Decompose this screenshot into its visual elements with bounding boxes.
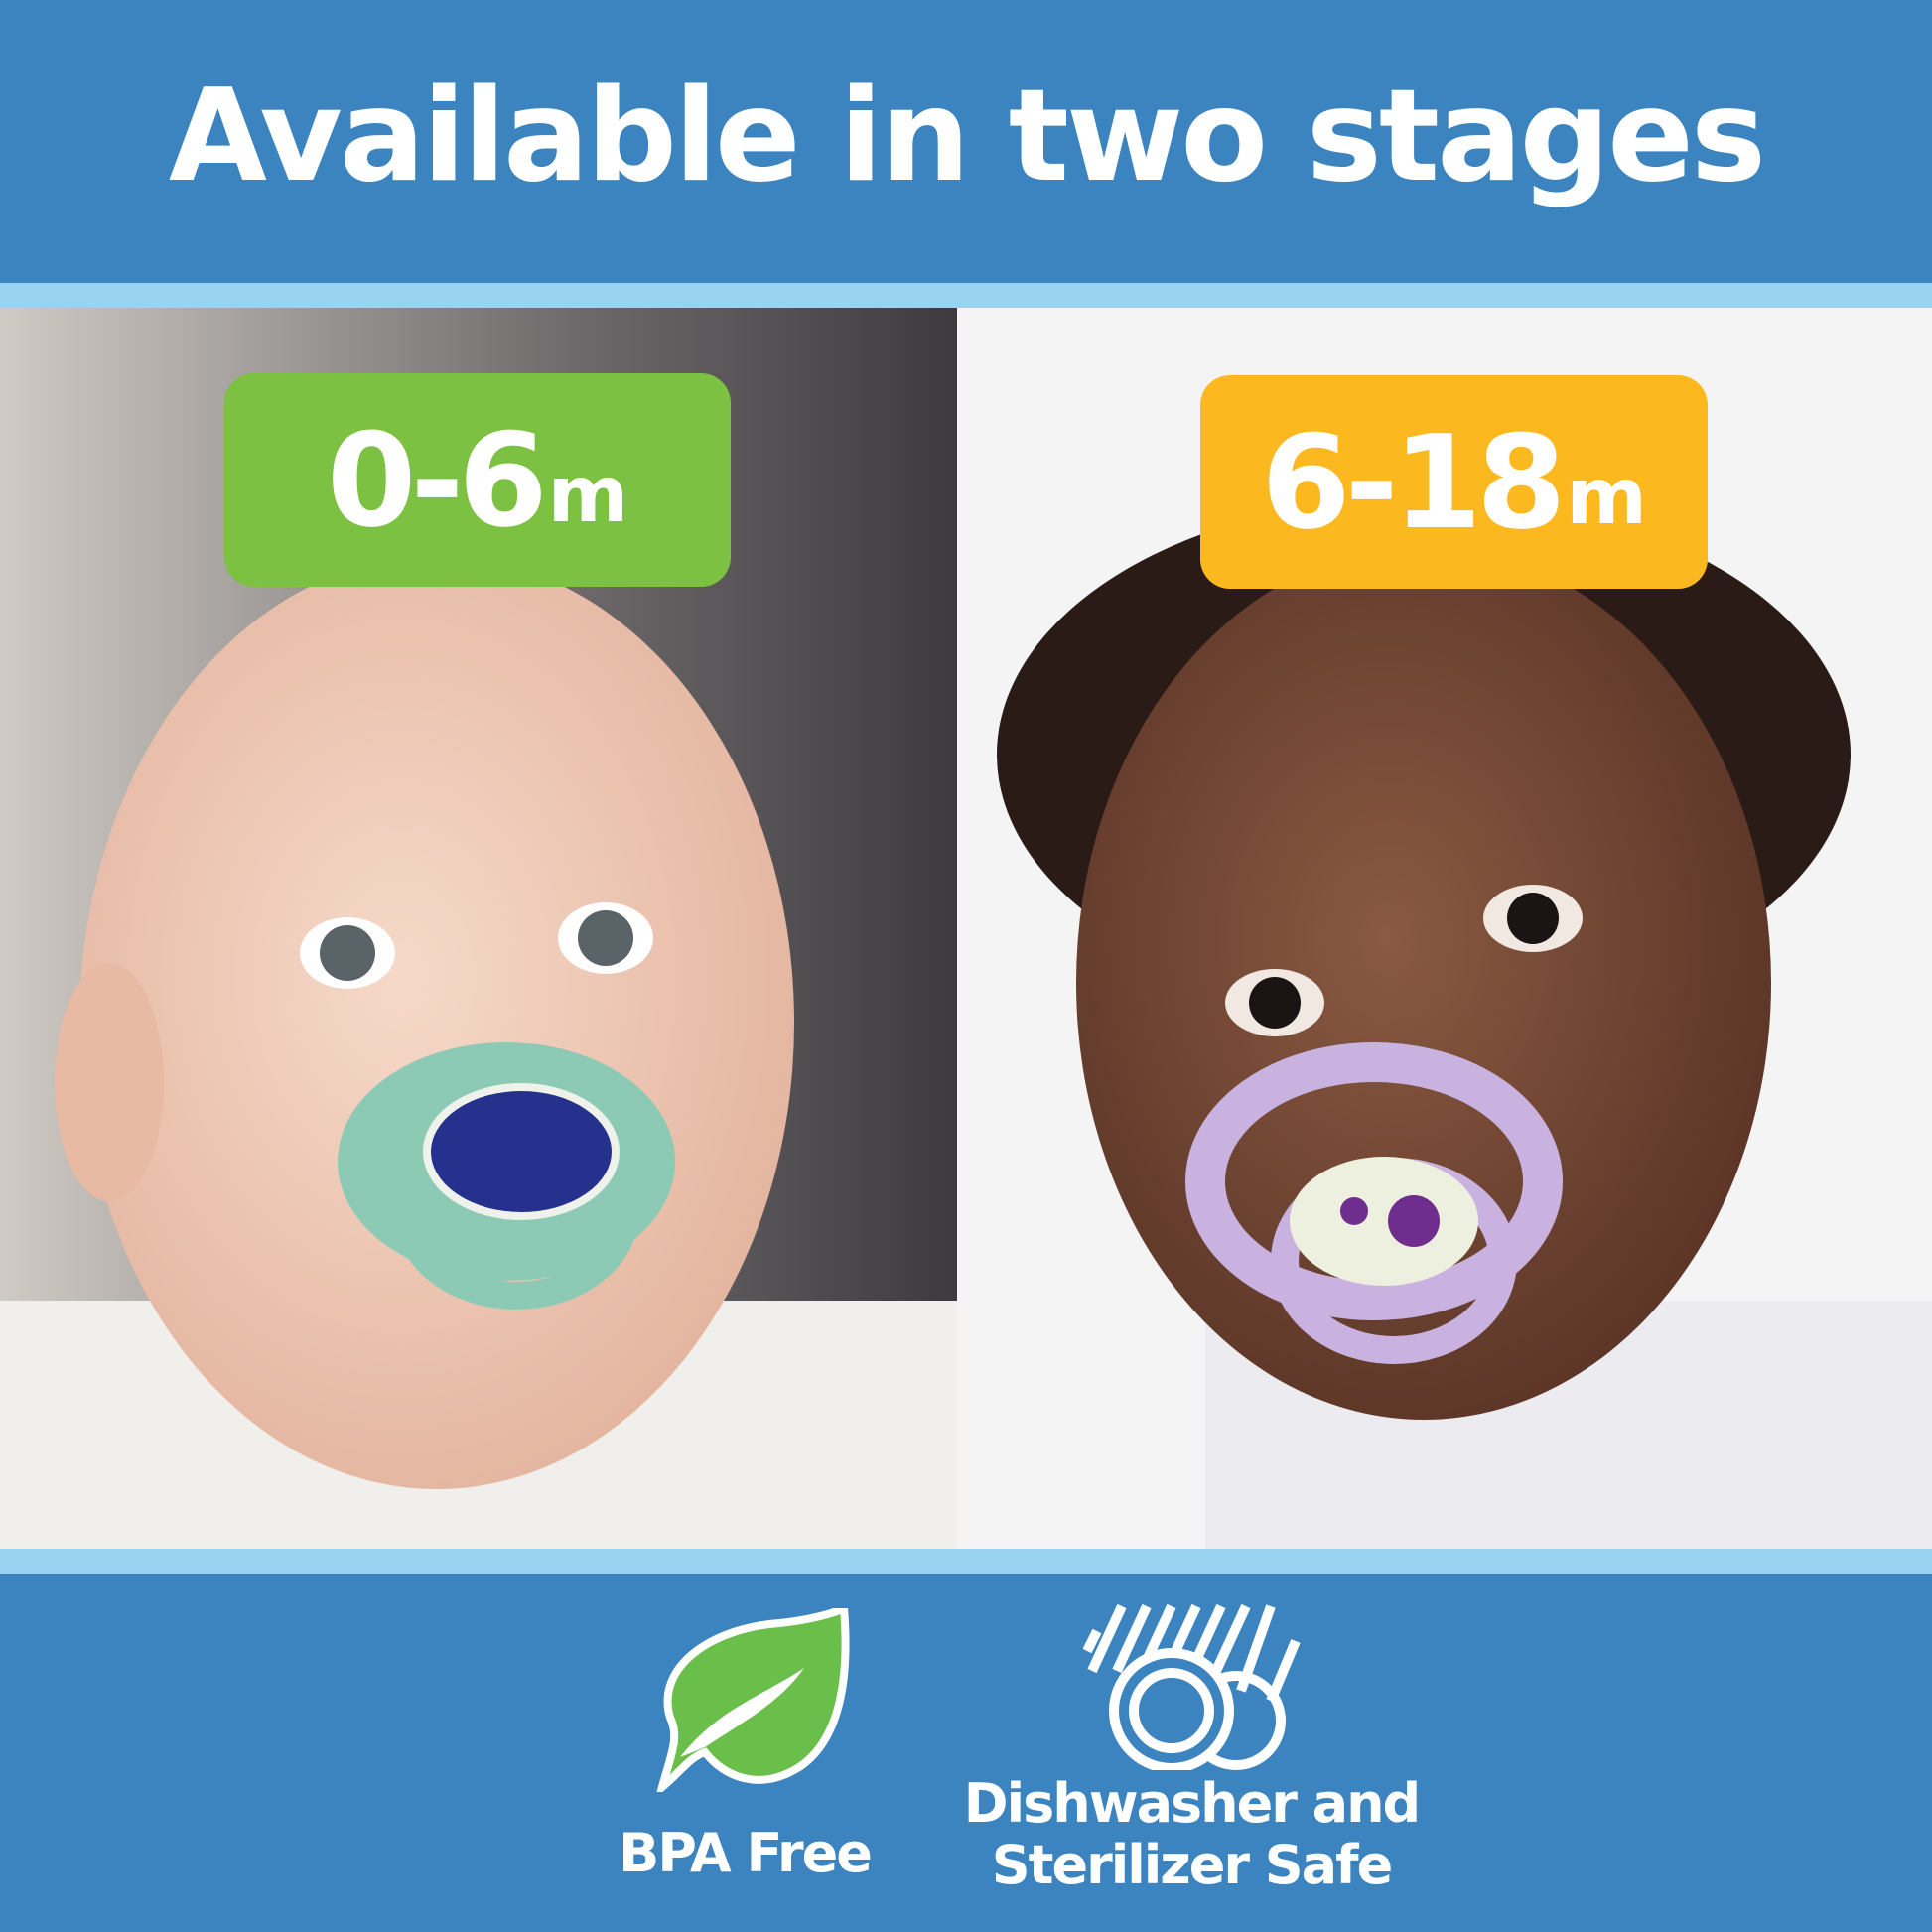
divider-stripe-bottom (0, 1549, 1932, 1574)
leaf-icon (656, 1608, 850, 1792)
page-title: Available in two stages (168, 63, 1766, 210)
dishwasher-label-line2: Sterilizer Safe (991, 1834, 1393, 1896)
stage-range: 6-18 (1261, 406, 1566, 558)
stage-unit: m (1566, 452, 1647, 542)
dishwasher-icon (1082, 1603, 1301, 1770)
stage-badge-0-6m: 0-6 m (224, 373, 731, 587)
stage-unit: m (547, 450, 629, 540)
header-banner: Available in two stages (0, 0, 1932, 283)
stage-badge-6-18m: 6-18 m (1200, 375, 1708, 589)
bpa-free-label: BPA Free (619, 1822, 873, 1884)
dishwasher-label-line1: Dishwasher and (963, 1772, 1421, 1835)
features-footer: BPA Free Dishwasher and Sterilizer Safe (0, 1574, 1932, 1932)
stage-range: 0-6 (326, 404, 548, 556)
divider-stripe-top (0, 283, 1932, 308)
